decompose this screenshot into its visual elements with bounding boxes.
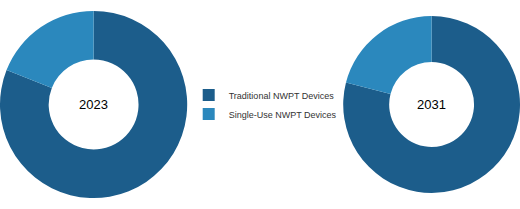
- svg-text:2023: 2023: [79, 97, 108, 112]
- svg-text:Single-Use NWPT Devices: Single-Use NWPT Devices: [229, 110, 337, 120]
- svg-text:2031: 2031: [417, 97, 446, 112]
- svg-text:Traditional NWPT Devices: Traditional NWPT Devices: [229, 91, 335, 101]
